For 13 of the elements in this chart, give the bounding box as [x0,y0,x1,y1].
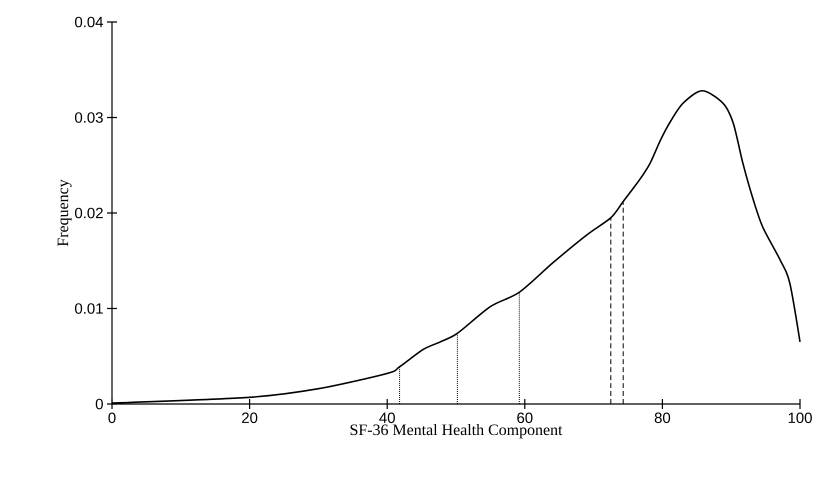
x-tick-label: 20 [242,412,258,424]
y-tick-label: 0 [96,398,103,410]
x-tick-label: 80 [654,412,670,424]
y-tick-label: 0.04 [74,16,104,28]
x-tick-label: 100 [788,412,812,424]
y-axis-title: Frequency [58,179,72,246]
y-tick-label: 0.03 [74,112,103,123]
y-tick-label: 0.01 [74,303,103,314]
x-tick-label: 40 [379,412,395,424]
y-tick-label: 0.02 [74,208,103,218]
x-tick-label: 0 [108,412,116,424]
x-axis-title: SF-36 Mental Health Component [350,424,562,438]
x-tick-label: 60 [517,412,533,424]
